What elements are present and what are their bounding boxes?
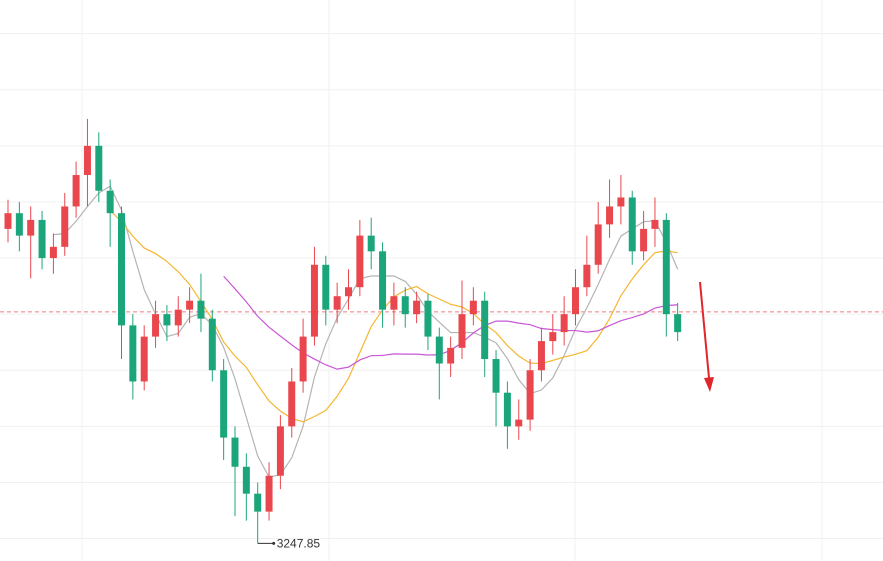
candle-body: [254, 493, 262, 512]
candle-body: [299, 336, 307, 382]
candle-body: [594, 224, 602, 265]
candle-body: [515, 419, 523, 427]
candle-body: [197, 300, 205, 319]
candle-body: [651, 219, 659, 229]
candle-body: [288, 381, 296, 427]
candle-body: [628, 197, 636, 252]
candle-body: [163, 314, 171, 326]
candle-body: [537, 341, 545, 371]
candle-body: [583, 264, 591, 288]
candle-body: [333, 296, 341, 310]
candle-body: [356, 235, 364, 288]
candle-body: [83, 145, 91, 176]
candle-body: [413, 300, 421, 315]
candle-body: [662, 219, 670, 315]
candle-body: [549, 332, 557, 342]
candle-body: [447, 347, 455, 364]
candle-body: [606, 206, 614, 225]
low-price-label: 3247.85: [277, 537, 321, 551]
candle-body: [106, 190, 114, 214]
candle-body: [560, 314, 568, 333]
candle-body: [49, 246, 57, 259]
candle-body: [242, 466, 250, 494]
candle-body: [617, 197, 625, 207]
low-pointer-dot: [272, 541, 276, 545]
candle-body: [152, 314, 160, 337]
candle-body: [129, 325, 137, 382]
candle-body: [276, 426, 284, 476]
candle-body: [492, 359, 500, 393]
candle-body: [367, 235, 375, 252]
candle-body: [310, 264, 318, 337]
candle-body: [15, 213, 23, 236]
candle-body: [220, 370, 228, 438]
candle-body: [401, 296, 409, 315]
candle-body: [27, 219, 35, 236]
arrow-head: [704, 377, 714, 392]
candle-body: [640, 228, 648, 252]
candle-body: [95, 145, 103, 191]
candle-body: [186, 300, 194, 310]
arrow-shaft: [699, 281, 710, 379]
candle-body: [503, 392, 511, 427]
candle-body: [38, 219, 46, 259]
candle-body: [469, 300, 477, 315]
candle-body: [118, 213, 125, 326]
candle-body: [61, 206, 69, 247]
candle-body: [174, 309, 182, 326]
candle-body: [345, 287, 352, 297]
candle-body: [140, 336, 148, 382]
candle-body: [390, 296, 398, 310]
candle-body: [72, 175, 80, 207]
candle-body: [4, 213, 12, 229]
candle-body: [526, 370, 534, 420]
candle-body: [674, 314, 682, 333]
candle-body: [231, 437, 239, 467]
candle-body: [208, 318, 216, 371]
candle-body: [481, 300, 489, 360]
candle-body: [379, 251, 387, 310]
candle-body: [572, 287, 579, 315]
candle-body: [458, 314, 466, 348]
time-grid: [81, 0, 823, 561]
trend-arrow: [699, 281, 714, 392]
candle-body: [435, 336, 443, 364]
candle-body: [322, 264, 330, 310]
candle-body: [424, 300, 432, 337]
candle-body: [265, 475, 273, 512]
